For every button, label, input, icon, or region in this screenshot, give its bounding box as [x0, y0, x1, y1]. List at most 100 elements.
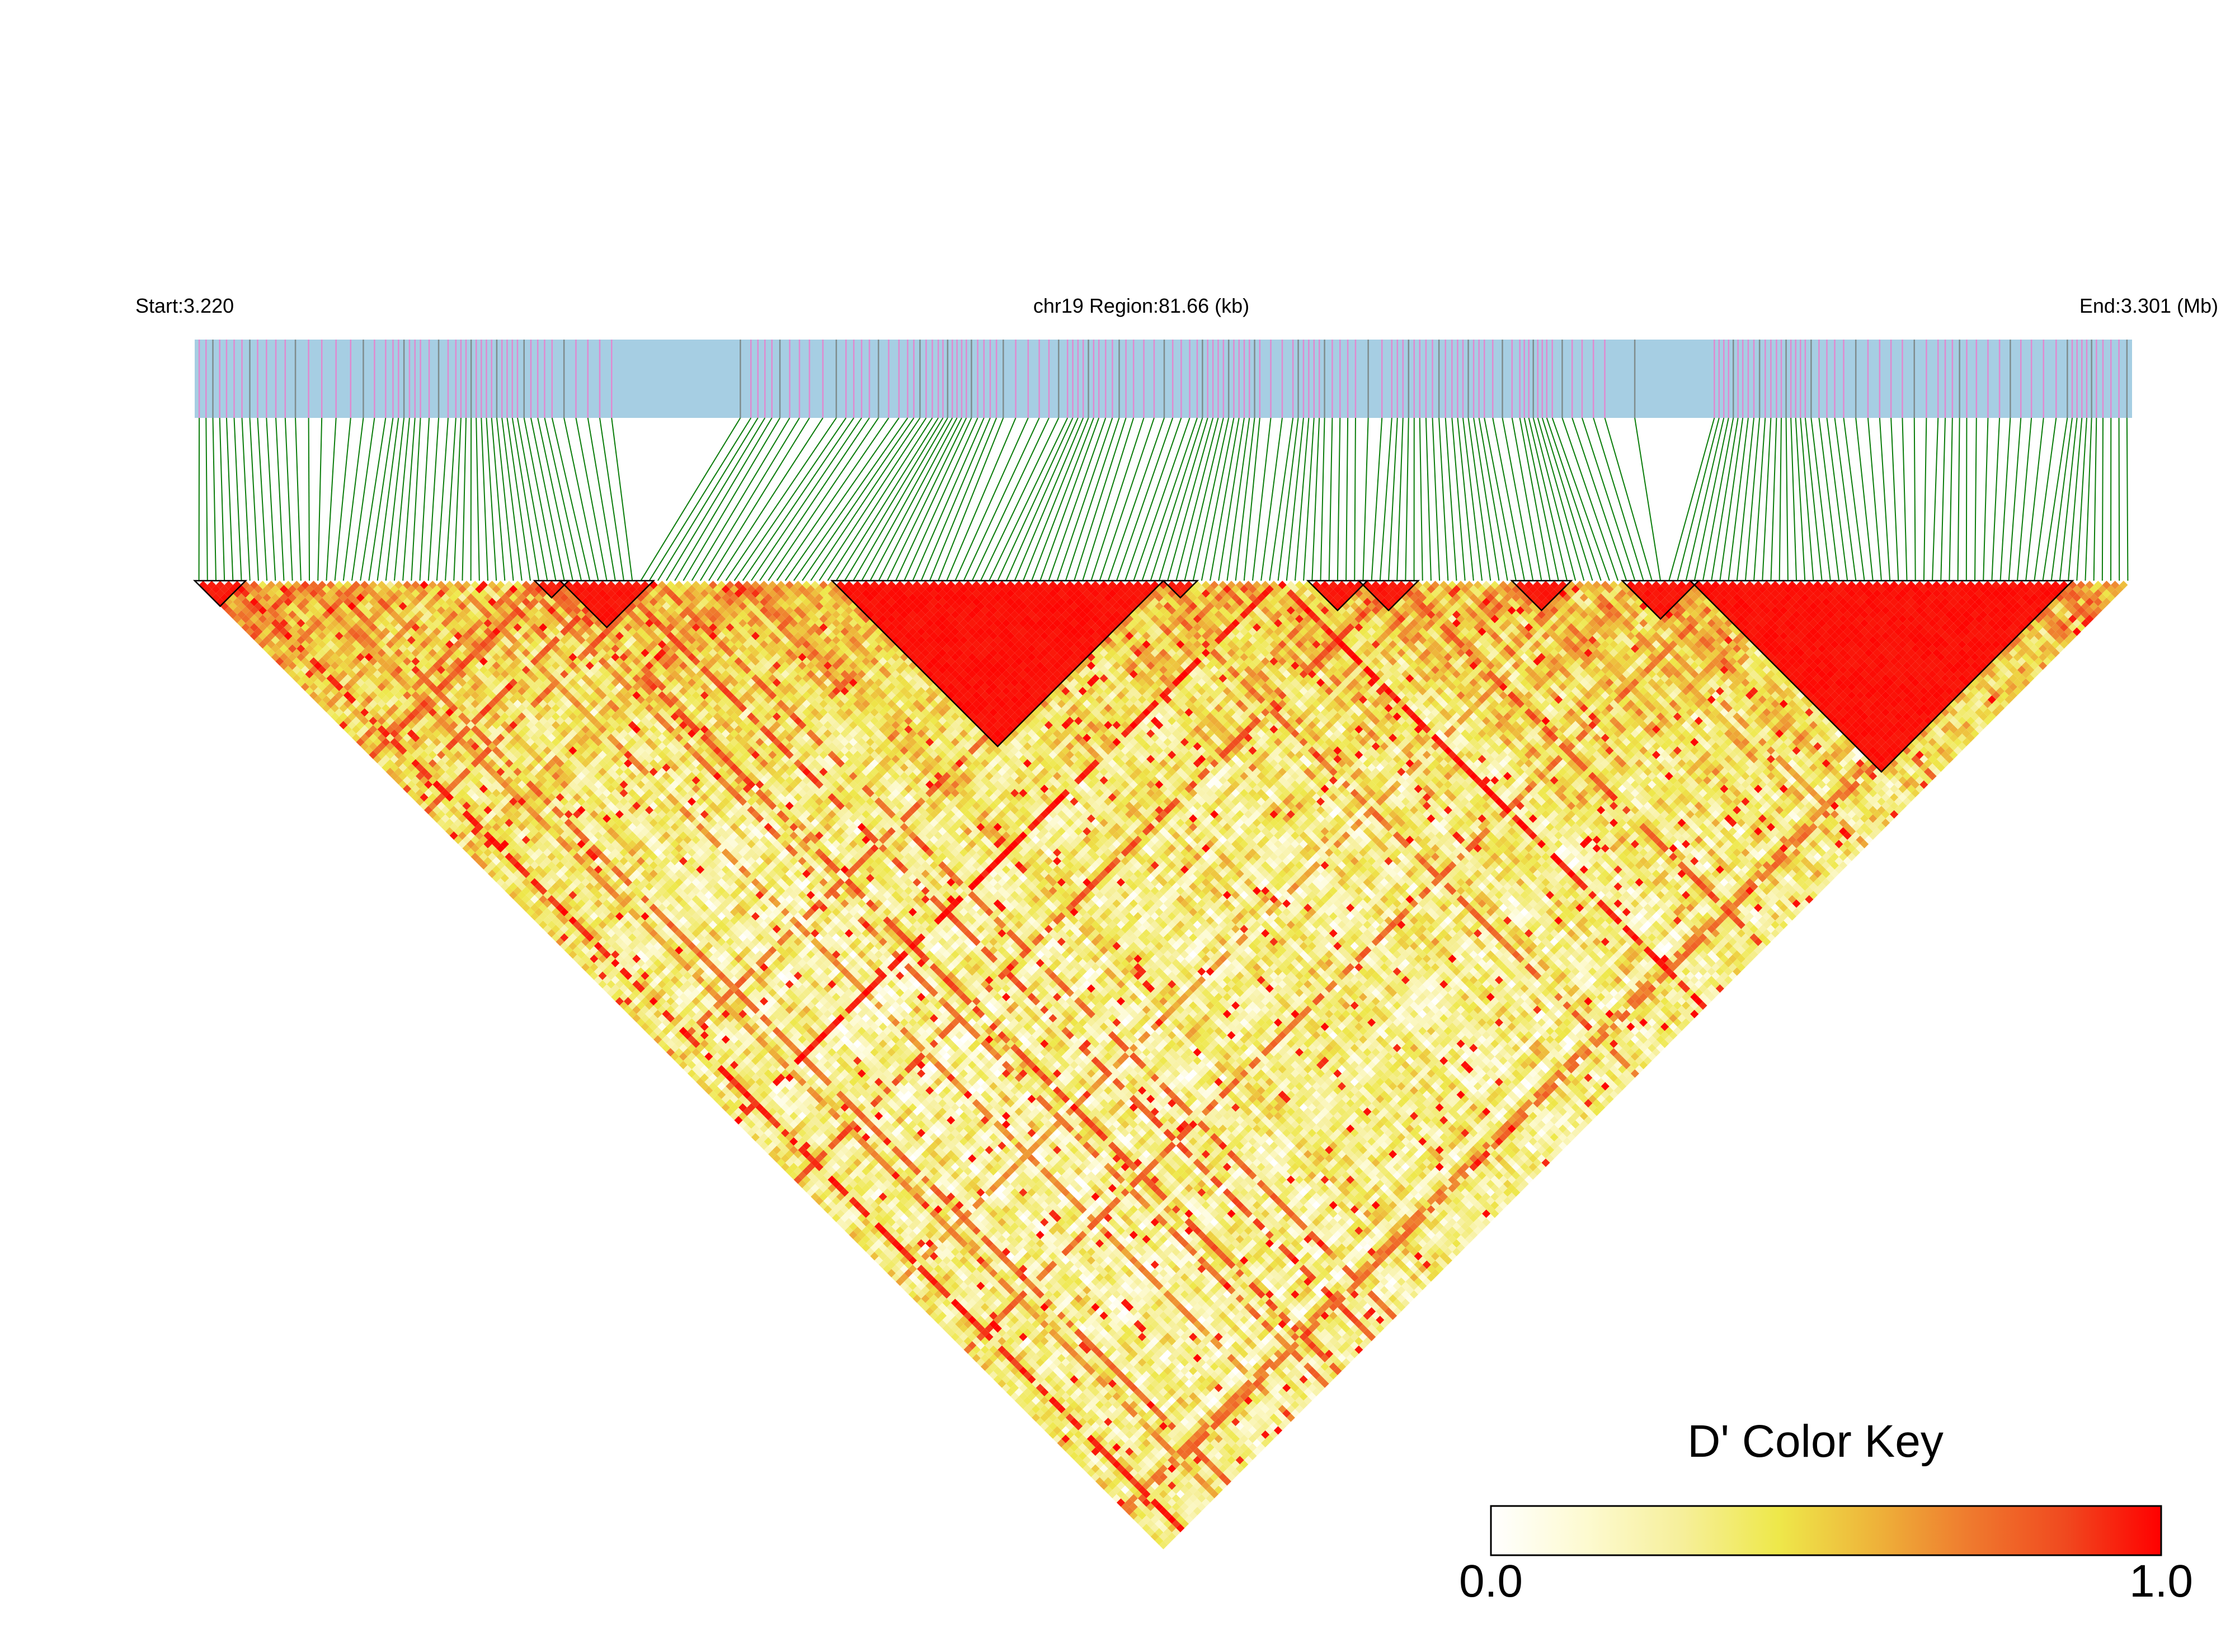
- ld-cell: [394, 776, 403, 785]
- ld-cell: [530, 895, 539, 904]
- snp-connector: [2008, 417, 2022, 581]
- ld-cell: [1040, 1405, 1049, 1414]
- snp-connector: [2076, 417, 2087, 581]
- ld-cell: [798, 1179, 807, 1188]
- snp-connector: [1561, 417, 1619, 581]
- snp-connector: [768, 417, 879, 581]
- ld-cell: [921, 1303, 930, 1312]
- ld-cell: [318, 691, 327, 700]
- ld-cell: [963, 1336, 972, 1345]
- snp-connector: [1005, 417, 1079, 581]
- ld-cell: [649, 1022, 658, 1031]
- snp-connector: [1523, 417, 1559, 581]
- ld-cell: [288, 661, 297, 670]
- ld-cell: [445, 818, 454, 827]
- ld-cell: [351, 708, 361, 717]
- snp-connector: [1702, 417, 1734, 581]
- ld-cell: [513, 878, 522, 887]
- snp-connector: [733, 417, 847, 581]
- snp-connector: [1451, 417, 1466, 581]
- ld-cell: [539, 903, 548, 912]
- snp-connector: [402, 417, 416, 581]
- snp-connector: [419, 417, 430, 581]
- snp-connector: [1090, 417, 1145, 581]
- ld-cell: [360, 733, 369, 742]
- snp-connector: [818, 417, 927, 581]
- snp-connector: [1843, 417, 1865, 581]
- snp-connector: [1260, 417, 1283, 581]
- snp-connector: [954, 417, 1029, 581]
- ld-cell: [458, 840, 467, 849]
- ld-cell: [832, 1213, 841, 1222]
- ld-cell: [560, 942, 569, 950]
- ld-cell: [772, 1146, 782, 1155]
- ld-cell: [288, 653, 297, 662]
- ld-cell: [331, 712, 340, 721]
- ld-cell: [696, 1069, 705, 1078]
- ld-cell: [475, 840, 484, 849]
- ld-cell: [224, 581, 233, 590]
- snp-connector: [481, 417, 489, 581]
- snp-connector: [1528, 417, 1568, 581]
- ld-cell: [598, 963, 607, 972]
- ld-cell: [250, 623, 258, 632]
- ld-cell: [1108, 1490, 1117, 1499]
- snp-connector: [1226, 417, 1250, 581]
- snp-connector: [2093, 417, 2097, 581]
- ld-cell: [687, 1052, 697, 1061]
- ld-cell: [696, 1077, 705, 1086]
- ld-cell: [989, 1354, 998, 1363]
- ld-cell: [347, 704, 356, 713]
- snp-connectors: [198, 417, 2129, 581]
- snp-connector: [393, 417, 410, 581]
- ld-cell: [407, 789, 416, 798]
- ld-cell: [568, 933, 577, 942]
- snp-connector: [198, 417, 200, 581]
- snp-connector: [1826, 417, 1848, 581]
- snp-connector: [1693, 417, 1729, 581]
- snp-connector: [640, 417, 741, 581]
- ld-cell: [517, 891, 526, 900]
- snp-connector: [511, 417, 540, 581]
- snp-connector: [683, 417, 780, 581]
- ld-cell: [475, 848, 484, 857]
- snp-connector: [1790, 417, 1798, 581]
- snp-connector: [1371, 417, 1383, 581]
- ld-cell: [436, 810, 446, 819]
- ld-cell: [279, 644, 289, 653]
- ld-cell: [420, 801, 429, 811]
- snp-connector: [1855, 417, 1874, 581]
- ld-cell: [1040, 1413, 1049, 1422]
- snp-connector: [793, 417, 909, 581]
- ld-cell: [1057, 1430, 1066, 1439]
- snp-connector: [360, 417, 387, 581]
- snp-connector: [1328, 417, 1333, 581]
- ld-cell: [539, 912, 548, 921]
- ld-cell: [292, 674, 301, 683]
- ld-cell: [997, 1362, 1006, 1371]
- ld-cell: [1048, 1430, 1057, 1439]
- ld-cell: [403, 768, 412, 776]
- snp-connector: [1711, 417, 1739, 581]
- snp-connector: [708, 417, 810, 581]
- ld-cell: [351, 725, 361, 734]
- ld-cell: [657, 1030, 666, 1040]
- ld-cell: [755, 1120, 764, 1129]
- snp-connector: [1571, 417, 1627, 581]
- ld-cell: [526, 891, 535, 900]
- ld-cell: [343, 708, 352, 717]
- ld-cell: [411, 776, 420, 785]
- ld-cell: [470, 835, 479, 844]
- snp-connector: [212, 417, 217, 581]
- ld-cell: [313, 686, 322, 696]
- ld-cell: [874, 1248, 883, 1256]
- snp-connector: [284, 417, 293, 581]
- ld-cell: [449, 814, 458, 823]
- snp-connector: [869, 417, 958, 581]
- snp-connector: [1184, 417, 1224, 581]
- ld-cell: [543, 916, 552, 925]
- ld-cell: [300, 657, 310, 666]
- snp-connector: [2050, 417, 2073, 581]
- ld-cell: [436, 818, 446, 827]
- ld-cell: [730, 1094, 739, 1104]
